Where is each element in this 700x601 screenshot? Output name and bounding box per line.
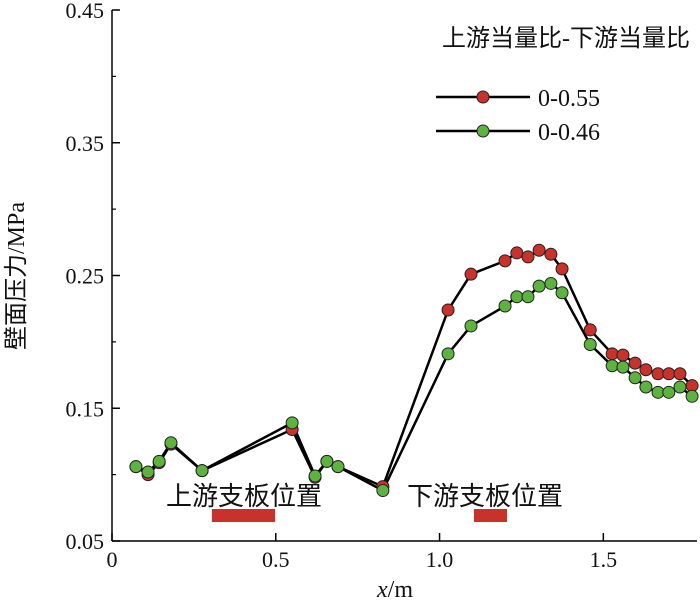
data-point-series-2 [152, 454, 166, 468]
data-point-series-1 [498, 254, 512, 268]
data-point-series-2 [129, 460, 143, 474]
data-point-series-2 [662, 385, 676, 399]
x-tick-label: 0.5 [262, 547, 290, 572]
data-point-series-2 [141, 465, 155, 479]
data-point-series-2 [685, 389, 699, 403]
data-point-series-1 [441, 303, 455, 317]
legend-label-2: 0-0.46 [538, 120, 600, 146]
legend-entry-1: 0-0.55 [436, 86, 600, 112]
support-plate-bar [473, 509, 508, 522]
x-tick-label: 1.0 [426, 547, 454, 572]
legend-marker-2 [476, 124, 490, 138]
data-point-series-1 [616, 348, 630, 362]
data-point-series-1 [555, 262, 569, 276]
y-tick-label: 0.35 [66, 131, 105, 156]
data-point-series-1 [521, 250, 535, 264]
data-point-series-2 [441, 347, 455, 361]
data-point-series-1 [510, 246, 524, 260]
data-point-series-1 [464, 267, 478, 281]
legend-marker-1 [476, 90, 490, 104]
data-point-series-1 [544, 247, 558, 261]
annotation-upstream: 上游支板位置 [166, 482, 322, 511]
data-point-series-2 [464, 319, 478, 333]
data-point-series-2 [164, 436, 178, 450]
data-point-series-1 [639, 363, 653, 377]
data-point-series-2 [605, 359, 619, 373]
x-tick-label: 1.5 [590, 547, 618, 572]
data-point-series-2 [555, 286, 569, 300]
data-point-series-1 [605, 347, 619, 361]
data-point-series-2 [544, 276, 558, 290]
annotation-downstream: 下游支板位置 [407, 482, 563, 511]
data-point-series-1 [628, 356, 642, 370]
data-point-series-1 [662, 367, 676, 381]
data-point-series-2 [308, 469, 322, 483]
data-point-series-2 [532, 279, 546, 293]
legend-title: 上游当量比-下游当量比 [442, 25, 690, 52]
y-axis-label: 壁面压力/MPa [3, 202, 30, 350]
data-point-series-1 [651, 367, 665, 381]
y-tick-label: 0.45 [66, 0, 105, 23]
data-point-series-2 [673, 380, 687, 394]
y-tick-label: 0.25 [66, 264, 105, 289]
x-axis-label: x/m [376, 577, 413, 601]
axes: 0.05 0.15 0.25 0.35 0.45 0 0.5 1.0 1.5 [66, 0, 697, 572]
data-point-series-2 [376, 484, 390, 498]
legend-label-1: 0-0.55 [538, 86, 600, 112]
data-point-series-2 [628, 371, 642, 385]
data-point-series-2 [583, 338, 597, 352]
series-line-2 [135, 282, 693, 493]
data-point-series-2 [285, 416, 299, 430]
data-point-series-2 [195, 464, 209, 478]
data-point-series-2 [510, 290, 524, 304]
series-marks [129, 243, 699, 522]
data-point-series-2 [320, 454, 334, 468]
x-tick-label: 0 [107, 547, 118, 572]
data-point-series-1 [673, 367, 687, 381]
data-point-series-2 [651, 385, 665, 399]
data-point-series-1 [583, 323, 597, 337]
data-point-series-2 [521, 290, 535, 304]
data-point-series-2 [498, 299, 512, 313]
data-point-series-2 [331, 460, 345, 474]
data-point-series-2 [616, 360, 630, 374]
y-tick-label: 0.05 [66, 529, 105, 554]
support-plate-bar [211, 509, 276, 522]
legend-entry-2: 0-0.46 [436, 120, 600, 146]
data-point-series-2 [639, 380, 653, 394]
data-point-series-1 [532, 243, 546, 257]
y-tick-label: 0.15 [66, 396, 105, 421]
